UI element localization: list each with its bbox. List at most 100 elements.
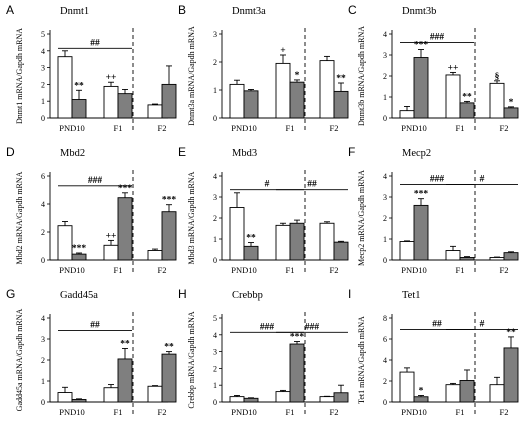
y-tick-label: 4	[213, 172, 217, 181]
panel-title: Tet1	[402, 290, 421, 301]
bar	[399, 371, 415, 403]
bracket-label: ###	[88, 176, 103, 186]
bracket-label: #	[480, 320, 485, 330]
bar	[161, 353, 177, 403]
category-label: F2	[500, 407, 509, 417]
bracket-label: ##	[432, 320, 442, 330]
bar	[333, 392, 349, 403]
y-tick-label: 0	[41, 114, 45, 123]
y-axis-label: Tet1 mRNA/Gapdh mRNA	[357, 316, 366, 404]
bar	[413, 57, 429, 119]
significance-mark: **	[462, 92, 472, 102]
category-label: PND10	[401, 407, 427, 417]
category-label: PND10	[59, 407, 85, 417]
y-tick-label: 0	[213, 398, 217, 407]
significance-mark: *	[509, 98, 514, 108]
y-tick-label: 5	[213, 314, 217, 323]
bracket-label: #	[265, 180, 270, 190]
y-tick-label: 5	[41, 30, 45, 39]
category-label: F2	[158, 123, 167, 133]
panel-letter: B	[178, 3, 186, 17]
y-axis-label: Dnmt1 mRNA/Gapdh mRNA	[15, 28, 24, 124]
panel-letter: E	[178, 145, 186, 159]
bar	[103, 387, 119, 403]
panel-b: B Dnmt3a Dnmt3a mRNA/Gapdh mRNA 0 1 2 3 PND1…	[178, 3, 349, 133]
category-label: F1	[456, 123, 465, 133]
panel-letter: C	[348, 3, 357, 17]
panel-title: Mecp2	[402, 148, 431, 159]
bar	[229, 83, 245, 119]
category-label: PND10	[231, 123, 257, 133]
bracket-label: ###	[305, 322, 320, 332]
significance-mark: +	[280, 46, 285, 56]
y-tick-label: 3	[213, 348, 217, 357]
category-label: PND10	[59, 123, 85, 133]
category-label: F1	[456, 407, 465, 417]
y-tick-label: 1	[41, 377, 45, 386]
category-label: F1	[114, 407, 123, 417]
y-axis-label: Mecp2 mRNA/Gapdh mRNA	[357, 170, 366, 266]
category-label: F2	[158, 265, 167, 275]
category-label: PND10	[231, 407, 257, 417]
significance-mark: ***	[290, 333, 305, 343]
panel-title: Gadd45a	[60, 290, 98, 301]
panel-h: H Crebbp Crebbp mRNA/Gapdh mRNA 0 1 2 3 4 5 PN…	[178, 287, 349, 417]
y-tick-label: 0	[41, 398, 45, 407]
bar	[445, 384, 461, 403]
bracket-label: #	[480, 174, 485, 184]
significance-mark: ***	[162, 196, 177, 206]
significance-mark: ***	[72, 244, 87, 254]
y-tick-label: 2	[41, 356, 45, 365]
y-tick-label: 0	[383, 398, 387, 407]
y-tick-label: 0	[41, 256, 45, 265]
significance-mark: ***	[118, 184, 133, 194]
bar	[243, 397, 259, 403]
bar	[333, 241, 349, 261]
bar	[117, 93, 133, 119]
y-tick-label: 3	[383, 193, 387, 202]
y-tick-label: 2	[213, 364, 217, 373]
panel-title: Dnmt3b	[402, 6, 436, 17]
y-tick-label: 3	[41, 64, 45, 73]
panel-e: E Mbd3 Mbd3 mRNA/Gapdh mRNA 0 1 2 3 4 PND10 F1…	[178, 145, 349, 275]
bar	[489, 82, 505, 119]
panel-c: C Dnmt3b Dnmt3b mRNA/Gapdh mRNA 0 1 2 3 4 PND…	[348, 3, 519, 133]
y-tick-label: 1	[213, 381, 217, 390]
y-tick-label: 2	[213, 58, 217, 67]
category-label: PND10	[401, 265, 427, 275]
bar	[503, 347, 519, 403]
bar	[147, 385, 163, 403]
bar	[459, 102, 475, 119]
category-label: F2	[500, 265, 509, 275]
y-tick-label: 2	[41, 228, 45, 237]
bar	[275, 391, 291, 403]
bracket-label: ##	[90, 38, 100, 48]
bar	[319, 396, 335, 403]
y-tick-label: 4	[41, 200, 45, 209]
y-axis-label: Dnmt3a mRNA/Gapdh mRNA	[187, 26, 196, 126]
y-tick-label: 3	[383, 51, 387, 60]
y-tick-label: 4	[383, 356, 387, 365]
panel-title: Mbd3	[232, 148, 257, 159]
significance-mark: §	[495, 72, 500, 82]
category-label: F1	[114, 265, 123, 275]
bar	[399, 241, 415, 261]
panel-letter: D	[6, 145, 15, 159]
category-label: F1	[114, 123, 123, 133]
category-label: PND10	[401, 123, 427, 133]
category-label: F1	[456, 265, 465, 275]
bar	[243, 90, 259, 119]
panel-g: G Gadd45a Gadd45a mRNA/Gapdh mRNA 0 1 2 3 4 P…	[6, 287, 177, 417]
y-tick-label: 1	[383, 235, 387, 244]
bar	[399, 110, 415, 119]
bar	[289, 81, 305, 119]
y-tick-label: 0	[383, 114, 387, 123]
bar	[289, 343, 305, 403]
bar	[445, 74, 461, 119]
bar	[229, 396, 245, 403]
bracket-label: ###	[430, 174, 445, 184]
y-tick-label: 1	[213, 86, 217, 95]
bar	[243, 245, 259, 261]
y-tick-label: 0	[213, 256, 217, 265]
y-axis-label: Crebbp mRNA/Gapdh mRNA	[187, 311, 196, 409]
